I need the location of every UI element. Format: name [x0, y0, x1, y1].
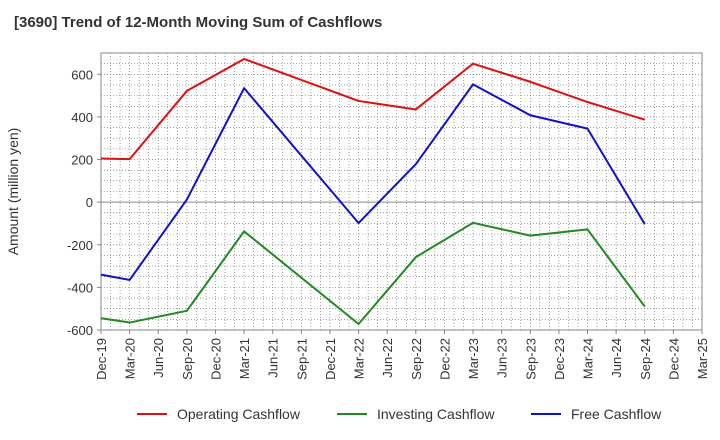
series-line-investing-cashflow — [100, 221, 646, 326]
legend-item-operating: Operating Cashflow — [137, 402, 300, 426]
x-tick-label: Dec-22 — [437, 338, 452, 380]
legend-swatch-operating — [137, 413, 167, 415]
chart-legend: Operating Cashflow Investing Cashflow Fr… — [0, 402, 720, 426]
series-line-free-cashflow — [100, 83, 646, 281]
x-tick-label: Mar-21 — [237, 338, 252, 379]
x-tick-label: Sep-23 — [523, 338, 538, 380]
x-tick-label: Mar-23 — [466, 338, 481, 379]
x-tick-label: Dec-20 — [208, 338, 223, 380]
x-tick-label: Dec-24 — [666, 338, 681, 380]
y-tick-label: 600 — [71, 67, 93, 82]
x-tick-label: Jun-22 — [380, 338, 395, 378]
y-tick-label: -600 — [67, 323, 93, 338]
legend-item-free: Free Cashflow — [531, 402, 661, 426]
x-tick-label: Jun-24 — [609, 338, 624, 378]
x-tick-label: Sep-24 — [638, 338, 653, 380]
legend-label-operating: Operating Cashflow — [177, 406, 300, 422]
legend-swatch-free — [531, 413, 561, 415]
y-tick-label: -200 — [67, 238, 93, 253]
x-tick-label: Sep-22 — [409, 338, 424, 380]
x-tick-label: Jun-21 — [266, 338, 281, 378]
x-tick-label: Mar-24 — [581, 338, 596, 379]
legend-swatch-investing — [337, 413, 367, 415]
x-tick-label: Dec-19 — [94, 338, 109, 380]
x-tick-label: Dec-23 — [552, 338, 567, 380]
legend-label-free: Free Cashflow — [571, 406, 662, 422]
x-tick-label: Sep-21 — [294, 338, 309, 380]
x-tick-label: Jun-20 — [151, 338, 166, 378]
x-tick-label: Dec-21 — [323, 338, 338, 380]
y-tick-label: 400 — [71, 110, 93, 125]
y-tick-label: 0 — [86, 195, 93, 210]
x-tick-label: Jun-23 — [495, 338, 510, 378]
x-tick-label: Mar-20 — [123, 338, 138, 379]
y-tick-label: 200 — [71, 153, 93, 168]
legend-item-investing: Investing Cashflow — [337, 402, 495, 426]
plot-border — [100, 52, 703, 331]
y-axis-title: Amount (million yen) — [5, 128, 21, 256]
legend-label-investing: Investing Cashflow — [377, 406, 495, 422]
chart-title: [3690] Trend of 12-Month Moving Sum of C… — [14, 14, 383, 31]
x-tick-label: Sep-20 — [180, 338, 195, 380]
y-tick-label: -400 — [67, 280, 93, 295]
x-tick-label: Mar-22 — [352, 338, 367, 379]
series-line-operating-cashflow — [100, 57, 646, 161]
x-tick-label: Mar-25 — [695, 338, 710, 379]
